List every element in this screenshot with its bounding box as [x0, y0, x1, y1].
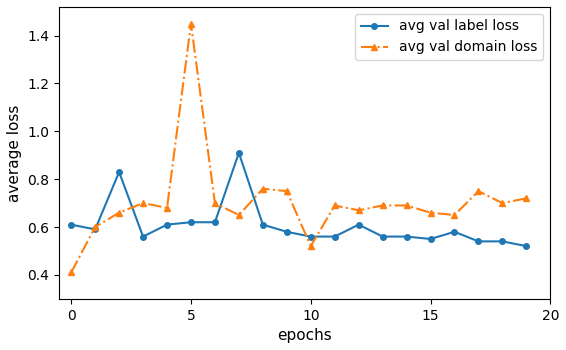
avg val label loss: [475, 239, 482, 244]
avg val domain loss: [68, 270, 75, 274]
avg val label loss: [379, 234, 386, 239]
Line: avg val label loss: avg val label loss: [68, 150, 529, 249]
avg val label loss: [331, 234, 338, 239]
avg val label loss: [164, 223, 170, 227]
avg val label loss: [68, 223, 75, 227]
avg val domain loss: [451, 213, 458, 217]
avg val label loss: [307, 234, 314, 239]
avg val domain loss: [140, 201, 147, 205]
avg val label loss: [115, 170, 122, 174]
avg val domain loss: [523, 196, 530, 201]
Legend: avg val label loss, avg val domain loss: avg val label loss, avg val domain loss: [355, 14, 543, 60]
avg val label loss: [523, 244, 530, 248]
avg val domain loss: [427, 211, 434, 215]
avg val label loss: [259, 223, 266, 227]
avg val label loss: [499, 239, 506, 244]
avg val domain loss: [331, 203, 338, 208]
avg val domain loss: [307, 244, 314, 248]
avg val label loss: [355, 223, 362, 227]
Line: avg val domain loss: avg val domain loss: [68, 20, 530, 276]
avg val label loss: [212, 220, 218, 224]
avg val label loss: [451, 230, 458, 234]
avg val label loss: [284, 230, 290, 234]
Y-axis label: average loss: average loss: [7, 104, 22, 202]
avg val domain loss: [235, 213, 242, 217]
avg val label loss: [187, 220, 194, 224]
avg val domain loss: [115, 211, 122, 215]
avg val label loss: [92, 227, 98, 231]
avg val label loss: [403, 234, 410, 239]
avg val domain loss: [92, 225, 98, 229]
avg val domain loss: [259, 187, 266, 191]
avg val domain loss: [379, 203, 386, 208]
avg val domain loss: [475, 189, 482, 193]
avg val domain loss: [284, 189, 290, 193]
avg val label loss: [235, 151, 242, 155]
avg val domain loss: [403, 203, 410, 208]
avg val domain loss: [187, 22, 194, 26]
avg val domain loss: [212, 201, 218, 205]
avg val domain loss: [355, 208, 362, 212]
avg val label loss: [140, 234, 147, 239]
avg val label loss: [427, 237, 434, 241]
avg val domain loss: [164, 206, 170, 210]
avg val domain loss: [499, 201, 506, 205]
X-axis label: epochs: epochs: [277, 328, 332, 343]
